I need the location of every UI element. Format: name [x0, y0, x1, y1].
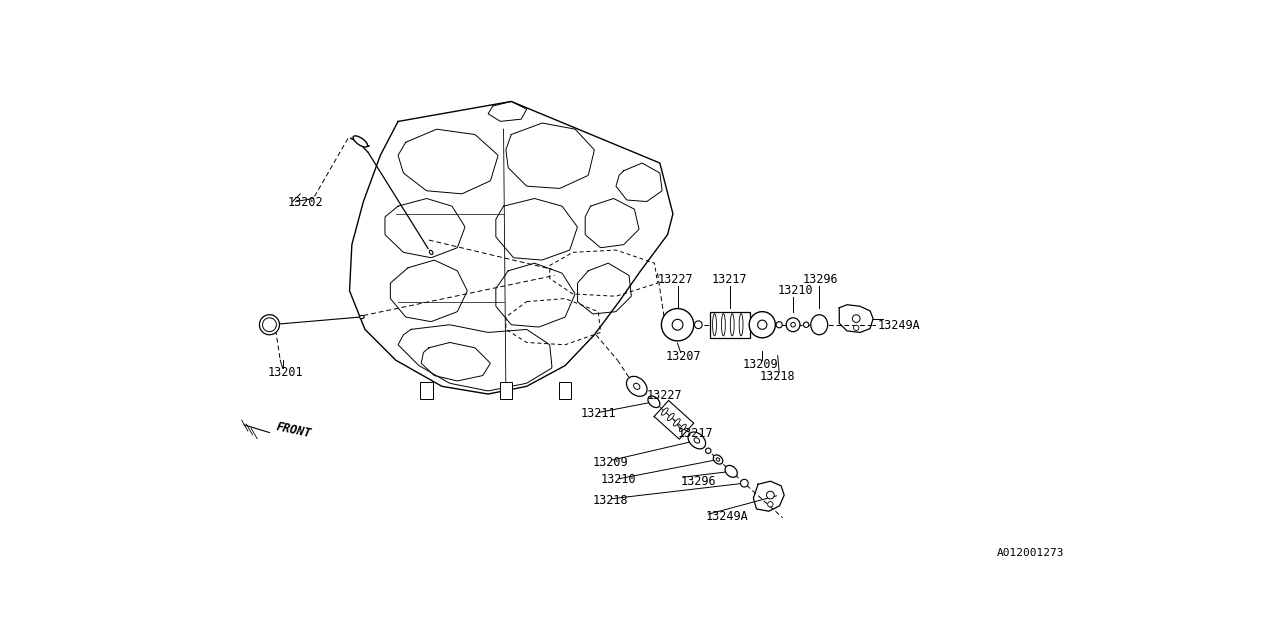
Ellipse shape	[731, 314, 735, 336]
Ellipse shape	[695, 321, 703, 328]
Ellipse shape	[791, 323, 795, 327]
Ellipse shape	[724, 465, 737, 477]
Ellipse shape	[648, 396, 660, 408]
Ellipse shape	[767, 492, 774, 499]
Text: 13249A: 13249A	[707, 509, 749, 522]
Text: 13217: 13217	[712, 273, 748, 286]
Ellipse shape	[662, 408, 668, 415]
Circle shape	[705, 448, 710, 453]
Ellipse shape	[786, 318, 800, 332]
Ellipse shape	[680, 424, 686, 431]
Ellipse shape	[854, 325, 859, 330]
Text: 13210: 13210	[600, 474, 636, 486]
Text: 13202: 13202	[288, 196, 324, 209]
Ellipse shape	[689, 432, 705, 449]
Ellipse shape	[667, 413, 675, 420]
Text: A012001273: A012001273	[996, 548, 1064, 557]
Ellipse shape	[810, 315, 828, 335]
Text: 13218: 13218	[760, 370, 796, 383]
Ellipse shape	[634, 383, 640, 389]
Text: 13207: 13207	[666, 350, 701, 363]
Circle shape	[804, 322, 809, 328]
Bar	[559, 381, 571, 399]
Bar	[420, 381, 433, 399]
Text: 13209: 13209	[742, 358, 778, 371]
Ellipse shape	[429, 250, 433, 255]
Ellipse shape	[672, 319, 684, 330]
Text: 13296: 13296	[681, 475, 717, 488]
Text: 13209: 13209	[593, 456, 628, 468]
Ellipse shape	[739, 314, 742, 336]
Ellipse shape	[768, 502, 773, 507]
Ellipse shape	[360, 316, 365, 319]
Ellipse shape	[722, 314, 726, 336]
Ellipse shape	[717, 458, 719, 461]
Bar	[499, 381, 512, 399]
Circle shape	[262, 318, 276, 332]
Ellipse shape	[673, 419, 680, 426]
Ellipse shape	[758, 320, 767, 330]
Circle shape	[740, 479, 749, 487]
Text: 13218: 13218	[593, 494, 628, 507]
Text: 13227: 13227	[658, 273, 694, 286]
Ellipse shape	[626, 376, 646, 396]
Text: 13217: 13217	[677, 427, 713, 440]
Ellipse shape	[713, 455, 723, 464]
Ellipse shape	[662, 308, 694, 341]
Ellipse shape	[852, 315, 860, 323]
Text: 13296: 13296	[803, 273, 838, 286]
Ellipse shape	[694, 438, 700, 443]
Text: 13201: 13201	[268, 365, 303, 378]
Text: 13211: 13211	[581, 407, 616, 420]
Ellipse shape	[713, 314, 717, 336]
Text: 13227: 13227	[646, 388, 682, 402]
Circle shape	[776, 322, 782, 328]
Bar	[710, 312, 750, 338]
Circle shape	[260, 315, 279, 335]
Text: FRONT: FRONT	[275, 420, 312, 440]
Text: 13249A: 13249A	[878, 319, 920, 332]
Ellipse shape	[749, 312, 776, 338]
Text: 13210: 13210	[778, 284, 813, 297]
Ellipse shape	[353, 136, 367, 147]
